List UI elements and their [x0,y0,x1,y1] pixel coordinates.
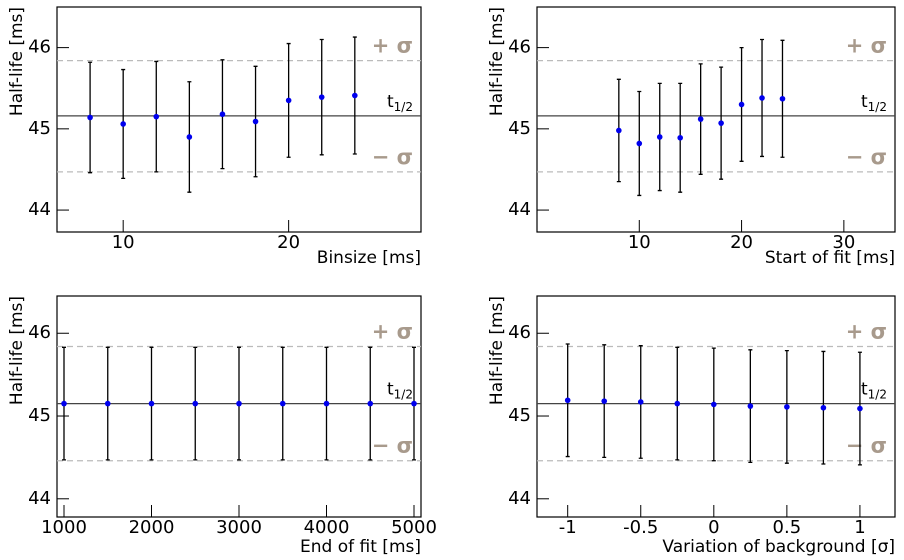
data-point [784,404,790,410]
plot-frame [536,6,896,233]
x-axis-label: Start of fit [ms] [765,248,895,268]
half-life-symbol: t [387,92,394,112]
x-tick-label: 2000 [129,517,175,538]
x-tick-label: 1000 [41,517,87,538]
data-point [252,118,259,125]
data-point [186,134,193,140]
data-point [279,400,286,407]
data-point [411,400,417,407]
data-point [120,121,126,127]
data-point [367,400,374,407]
data-point [192,400,199,407]
x-tick-label: 4000 [304,517,350,538]
y-tick-label: 45 [28,405,51,426]
y-tick-label: 46 [508,37,531,58]
half-life-label: t1/2 [861,380,887,402]
half-life-label: t1/2 [387,92,413,114]
data-point [87,114,93,121]
y-tick-label: 44 [508,488,531,509]
plot-frame [56,6,422,233]
data-point [564,397,571,404]
half-life-subscript: 1/2 [394,387,413,401]
half-life-subscript: 1/2 [394,99,413,113]
data-point [285,97,292,104]
x-tick-label: 1 [854,517,865,538]
data-point [747,403,754,409]
panel: 44 45 46 -1 -0.5 0 0.5 1 + σ − σ t1/2 Half-life [ms… [487,295,896,557]
x-tick-label: 10 [628,232,651,253]
data-point [61,400,67,407]
plus-sigma-label: + σ [846,319,887,343]
y-tick-label: 46 [28,37,51,58]
data-point [352,92,358,99]
y-axis-label: Half-life [ms] [7,296,27,405]
data-point [636,140,643,147]
data-point [711,401,717,408]
x-tick-label: 3000 [216,517,262,538]
data-point [857,405,863,412]
x-tick-label: 5000 [391,517,437,538]
half-life-symbol: t [861,92,868,112]
minus-sigma-label: − σ [372,434,413,458]
y-tick-label: 44 [28,488,51,509]
plus-sigma-label: + σ [372,319,413,343]
y-axis-label: Half-life [ms] [487,296,507,405]
x-tick-label: 20 [277,232,300,253]
data-point [104,400,111,407]
y-tick-label: 46 [28,322,51,343]
half-life-symbol: t [861,380,868,400]
plus-sigma-label: + σ [372,34,413,58]
x-tick-label: 10 [112,232,135,253]
data-point [820,404,827,411]
data-point [738,101,745,108]
x-tick-label: 30 [832,232,855,253]
minus-sigma-label: − σ [846,145,887,169]
x-tick-label: 0 [708,517,719,538]
panel: 44 45 46 10 20 + σ − σ t1/2 Half-life [ms] Binsiz… [7,6,422,268]
y-axis-label: Half-life [ms] [487,7,507,116]
data-point [759,95,765,101]
x-axis-label: Binsize [ms] [317,248,421,268]
x-tick-label: -0.5 [623,517,658,538]
data-point [718,120,724,126]
half-life-subscript: 1/2 [868,387,887,401]
data-point [616,127,622,134]
x-tick-label: 20 [730,232,753,253]
data-point [656,134,663,140]
minus-sigma-label: − σ [846,434,887,458]
y-axis-label: Half-life [ms] [7,7,27,116]
data-point [677,134,683,141]
x-tick-label: -1 [559,517,577,538]
data-point [697,116,704,122]
y-tick-label: 45 [508,405,531,426]
y-tick-label: 46 [508,322,531,343]
half-life-label: t1/2 [387,380,413,402]
y-tick-label: 44 [508,199,531,220]
data-point [779,95,786,102]
data-point [148,400,155,407]
data-point [153,113,160,120]
plus-sigma-label: + σ [846,34,887,58]
x-tick-label: 0.5 [773,517,802,538]
panel: 44 45 46 10 20 30 + σ − σ t1/2 Half-life [ms] Star… [487,6,896,268]
plot-frame [536,295,896,518]
data-point [323,400,330,407]
half-life-symbol: t [387,380,394,400]
data-point [674,400,681,407]
data-point [236,400,242,407]
y-tick-label: 45 [508,118,531,139]
data-point [318,94,325,100]
panel: 44 45 46 1000 2000 3000 4000 5000 + σ − σ t1/2 Half… [7,295,437,557]
minus-sigma-label: − σ [372,145,413,169]
half-life-label: t1/2 [861,92,887,114]
x-axis-label: End of fit [ms] [300,537,421,557]
y-tick-label: 45 [28,118,51,139]
data-point [601,398,608,404]
y-tick-label: 44 [28,199,51,220]
data-point [219,111,226,118]
half-life-subscript: 1/2 [868,99,887,113]
x-axis-label: Variation of background [σ] [662,537,895,557]
data-point [637,399,644,405]
